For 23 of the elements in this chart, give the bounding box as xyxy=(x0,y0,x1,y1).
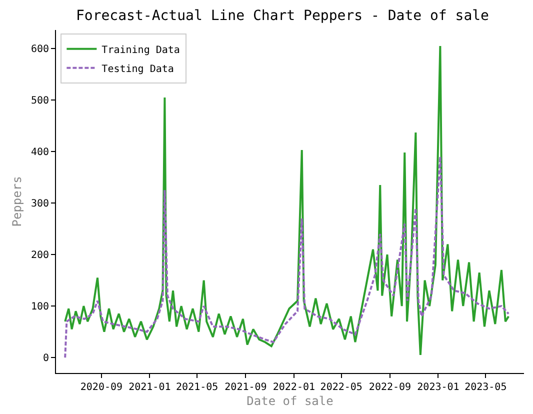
y-tick-label: 0 xyxy=(42,353,49,364)
x-tick-label: 2021-05 xyxy=(176,382,218,393)
x-tick-label: 2021-01 xyxy=(128,382,171,393)
y-tick-label: 100 xyxy=(30,302,49,313)
y-tick-label: 600 xyxy=(30,44,49,56)
x-tick-label: 2022-01 xyxy=(272,382,316,393)
line-series xyxy=(64,44,510,356)
line-series xyxy=(64,156,510,359)
y-tick-label: 400 xyxy=(30,147,49,158)
chart-title: Forecast-Actual Line Chart Peppers - Date of sale xyxy=(76,8,489,24)
legend-label: Testing Data xyxy=(102,64,174,75)
legend-label: Training Data xyxy=(102,44,180,56)
x-axis-title: Date of sale xyxy=(246,394,334,408)
x-tick-label: 2023-01 xyxy=(417,382,460,393)
x-tick-label: 2022-09 xyxy=(368,382,412,393)
x-tick-label: 2021-09 xyxy=(224,382,267,393)
y-tick-label: 500 xyxy=(30,96,49,107)
x-tick-label: 2020-09 xyxy=(80,382,123,393)
x-tick-label: 2022-05 xyxy=(320,382,362,393)
y-axis-title: Peppers xyxy=(10,176,24,227)
y-tick-label: 300 xyxy=(30,198,49,210)
y-tick-label: 200 xyxy=(30,250,49,262)
x-tick-label: 2023-05 xyxy=(464,382,507,393)
